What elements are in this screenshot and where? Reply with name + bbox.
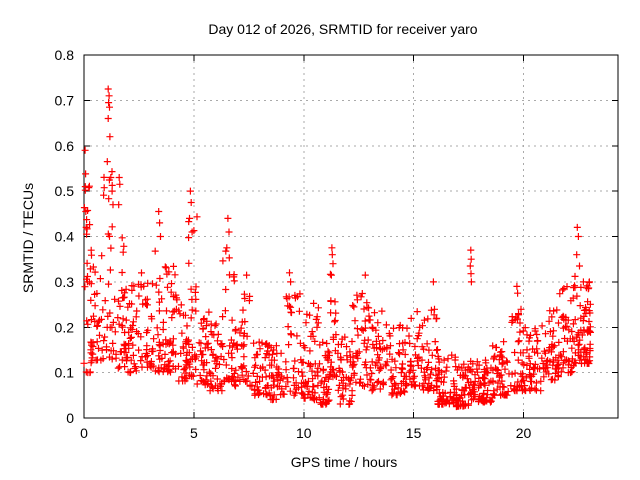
x-tick-label: 10 [296, 425, 312, 441]
y-tick-label: 0.5 [55, 183, 75, 199]
scatter-points [80, 85, 594, 411]
y-tick-label: 0.6 [55, 138, 75, 154]
x-axis-label: GPS time / hours [290, 454, 398, 470]
y-tick-label: 0.2 [55, 319, 75, 335]
x-tick-label: 5 [190, 425, 198, 441]
y-tick-label: 0.3 [55, 274, 75, 290]
chart-title: Day 012 of 2026, SRMTID for receiver yar… [208, 21, 478, 37]
x-tick-label: 15 [406, 425, 422, 441]
grid-lines [84, 54, 618, 419]
y-tick-label: 0.7 [55, 92, 75, 108]
y-tick-label: 0.1 [55, 365, 75, 381]
x-tick-label: 0 [80, 425, 88, 441]
y-tick-label: 0.4 [55, 229, 75, 245]
x-tick-label: 20 [516, 425, 532, 441]
y-tick-label: 0.8 [55, 47, 75, 63]
y-tick-label: 0 [66, 410, 74, 426]
